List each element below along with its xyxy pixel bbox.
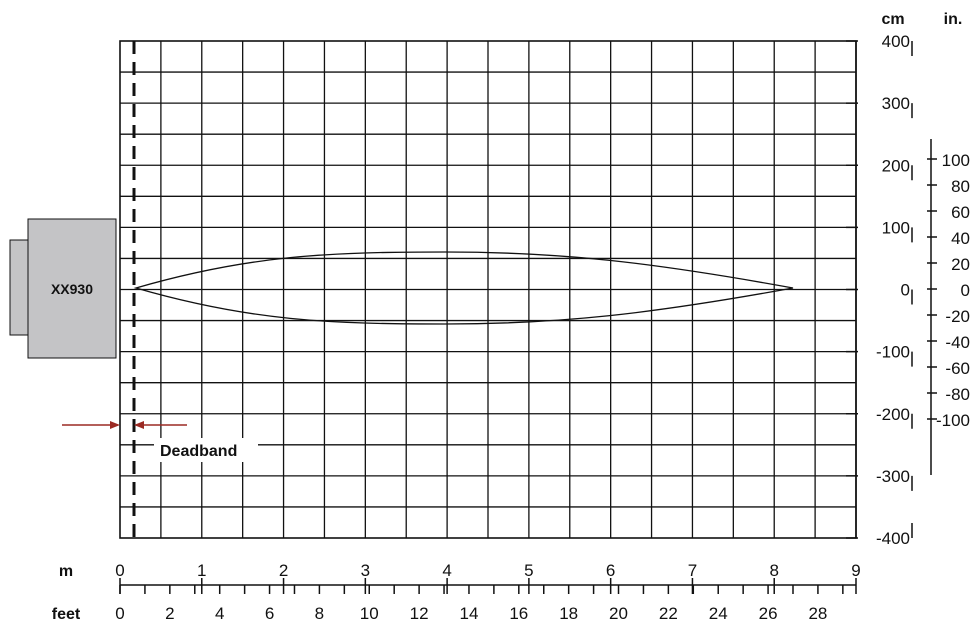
feet-tick-label: 14: [460, 604, 479, 623]
device-body: [27, 218, 117, 359]
inches-tick-label: 100: [942, 151, 970, 170]
feet-tick-label: 24: [709, 604, 728, 623]
grid: [120, 41, 856, 538]
feet-tick-label: 0: [115, 604, 124, 623]
feet-tick-label: 16: [509, 604, 528, 623]
meters-tick-label: 5: [524, 561, 533, 580]
meters-tick-label: 4: [442, 561, 451, 580]
inches-axis: 100 80 60 40 20 0 -20 -40 -60 -80 -100 in.: [927, 11, 970, 475]
inches-tick-label: -40: [945, 333, 970, 352]
feet-tick-label: 2: [165, 604, 174, 623]
feet-tick-label: 8: [315, 604, 324, 623]
meters-tick-label: 8: [769, 561, 778, 580]
scan-field-outline: [133, 251, 794, 325]
deadband-label: Deadband: [160, 443, 237, 460]
cm-tick-label: -400: [876, 529, 910, 548]
cm-tick-label: 400: [882, 32, 910, 51]
feet-tick-label: 4: [215, 604, 224, 623]
deadband-arrowhead-left: [110, 421, 120, 429]
meters-tick-label: 3: [361, 561, 370, 580]
cm-unit-label: cm: [881, 11, 904, 28]
meters-axis: 0 1 2 3 4 5 6 7 8 9 m: [59, 561, 861, 594]
cm-tick-label: -200: [876, 405, 910, 424]
meters-tick-label: 0: [115, 561, 124, 580]
inches-tick-label: 40: [951, 229, 970, 248]
feet-unit-label: feet: [52, 606, 81, 623]
inches-tick-label: -20: [945, 307, 970, 326]
cm-tick-label: 0: [901, 281, 910, 300]
feet-tick-label: 28: [808, 604, 827, 623]
inches-tick-label: -100: [936, 411, 970, 430]
feet-tick-label: 26: [759, 604, 778, 623]
meters-tick-label: 1: [197, 561, 206, 580]
meters-tick-label: 6: [606, 561, 615, 580]
feet-ticks: 0 2 4 6 8 10 12 14 16 18 20 22 24 26 28: [115, 585, 844, 623]
meters-tick-label: 9: [851, 561, 860, 580]
feet-tick-label: 6: [265, 604, 274, 623]
inches-ticks: 100 80 60 40 20 0 -20 -40 -60 -80 -100: [927, 151, 970, 430]
device-label: XX930: [51, 281, 93, 297]
cm-tick-label: 100: [882, 218, 910, 237]
cm-ticks: 400 300 200 100 0 -100 -200 -300 -400: [846, 32, 913, 548]
cm-tick-label: -300: [876, 467, 910, 486]
cm-tick-label: 300: [882, 94, 910, 113]
inches-tick-label: -60: [945, 359, 970, 378]
inches-tick-label: 20: [951, 255, 970, 274]
feet-axis: 0 2 4 6 8 10 12 14 16 18 20 22 24 26 28 feet: [52, 585, 844, 623]
feet-tick-label: 22: [659, 604, 678, 623]
feet-tick-label: 10: [360, 604, 379, 623]
inches-tick-label: 60: [951, 203, 970, 222]
cm-axis: 400 300 200 100 0 -100 -200 -300 -400 cm: [846, 11, 913, 548]
device: XX930: [9, 218, 117, 359]
inches-tick-label: 0: [961, 281, 970, 300]
feet-tick-label: 12: [410, 604, 429, 623]
feet-tick-label: 20: [609, 604, 628, 623]
inches-unit-label: in.: [944, 11, 963, 28]
meters-ticks: 0 1 2 3 4 5 6 7 8 9: [115, 561, 861, 594]
meters-tick-label: 7: [688, 561, 697, 580]
deadband-label-bg: [154, 438, 258, 462]
cm-tick-label: -100: [876, 343, 910, 362]
inches-tick-label: -80: [945, 385, 970, 404]
inches-tick-label: 80: [951, 177, 970, 196]
meters-tick-label: 2: [279, 561, 288, 580]
deadband-arrowhead-right: [134, 421, 144, 429]
feet-tick-label: 18: [559, 604, 578, 623]
device-side-panel: [9, 239, 31, 336]
deadband-indicator: Deadband: [62, 421, 258, 462]
cm-tick-label: 200: [882, 156, 910, 175]
meters-unit-label: m: [59, 563, 73, 580]
